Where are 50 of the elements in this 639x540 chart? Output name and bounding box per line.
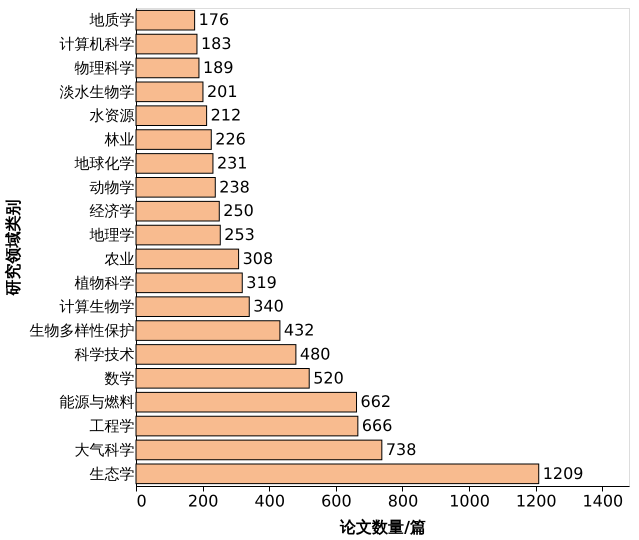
y-tick-label: 科学技术 bbox=[74, 345, 134, 364]
y-tick-label: 大气科学 bbox=[74, 440, 134, 459]
y-tick-label: 数学 bbox=[104, 369, 134, 388]
y-tick-label: 林业 bbox=[104, 130, 134, 149]
x-tick-label: 1000 bbox=[449, 492, 490, 510]
data-label: 666 bbox=[362, 416, 392, 436]
y-tick-label: 水资源 bbox=[90, 106, 134, 125]
data-label: 340 bbox=[253, 296, 284, 316]
y-tick-label: 计算生物学 bbox=[60, 298, 134, 316]
y-tick-label: 地理学 bbox=[88, 226, 134, 244]
x-tick-label: 0 bbox=[136, 492, 147, 510]
data-label: 738 bbox=[386, 440, 416, 459]
y-tick-label: 物理科学 bbox=[74, 58, 134, 77]
x-tick-label: 400 bbox=[254, 492, 286, 510]
y-tick-label: 生物多样性保护 bbox=[30, 322, 134, 340]
y-tick-label: 计算机科学 bbox=[60, 35, 134, 54]
data-label: 226 bbox=[215, 130, 246, 149]
y-tick-label: 能源与燃料 bbox=[60, 393, 134, 412]
data-label: 212 bbox=[210, 106, 242, 125]
y-tick-label: 地球化学 bbox=[74, 154, 134, 172]
x-tick-label: 600 bbox=[321, 492, 352, 510]
y-tick-label: 工程学 bbox=[90, 417, 134, 436]
x-tick-label: 1400 bbox=[582, 492, 624, 510]
y-tick-label: 淡水生物学 bbox=[60, 82, 134, 101]
y-tick-label: 生态学 bbox=[90, 464, 134, 483]
data-label: 662 bbox=[360, 392, 392, 412]
x-tick-label: 200 bbox=[188, 492, 218, 510]
data-label: 238 bbox=[219, 177, 250, 196]
y-tick-label: 农业 bbox=[104, 250, 134, 268]
data-label: 231 bbox=[216, 153, 248, 172]
data-label: 189 bbox=[202, 58, 234, 77]
y-tick-label: 地质学 bbox=[88, 11, 134, 30]
x-tick-label: 1200 bbox=[516, 492, 557, 510]
data-label: 520 bbox=[313, 368, 344, 388]
data-label: 308 bbox=[242, 248, 274, 268]
y-tick-label: 植物科学 bbox=[74, 274, 134, 292]
data-label: 176 bbox=[198, 10, 230, 30]
y-tick-label: 经济学 bbox=[90, 202, 134, 220]
data-label: 250 bbox=[223, 201, 254, 220]
x-tick-label: 800 bbox=[388, 492, 418, 510]
data-label: 480 bbox=[300, 344, 330, 364]
data-label: 1209 bbox=[542, 464, 584, 483]
data-label: 183 bbox=[200, 34, 232, 54]
data-label: 319 bbox=[246, 272, 277, 292]
y-axis-title: 研究领域类别 bbox=[4, 200, 22, 296]
data-label: 201 bbox=[206, 82, 238, 101]
data-label: 253 bbox=[224, 225, 255, 244]
y-tick-label: 动物学 bbox=[90, 178, 134, 196]
data-label: 432 bbox=[284, 320, 314, 340]
x-axis-title: 论文数量/篇 bbox=[339, 518, 426, 536]
